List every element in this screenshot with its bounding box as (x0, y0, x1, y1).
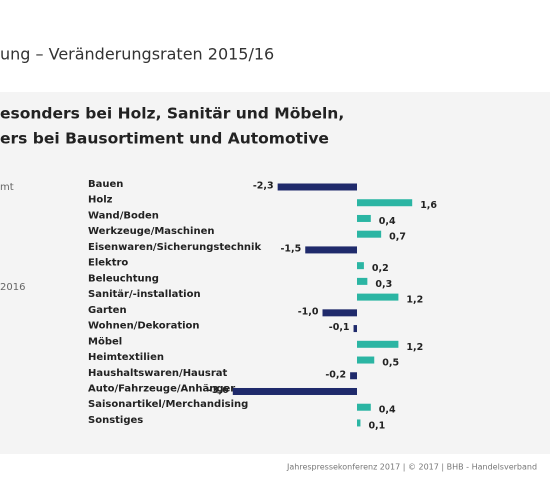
value-label: 1,6 (420, 200, 437, 211)
category-label: Elektro (88, 258, 128, 269)
bar (357, 356, 375, 364)
slide-title: ung – Veränderungsraten 2015/16 (0, 45, 274, 64)
value-label: -1,0 (298, 306, 319, 317)
bar (305, 246, 357, 254)
value-label: 1,2 (406, 295, 423, 306)
category-label: Holz (88, 195, 113, 206)
category-label: Eisenwaren/Sicherungstechnik (88, 242, 261, 253)
category-label: Heimtextilien (88, 352, 164, 363)
value-label: 0,4 (379, 216, 396, 227)
value-label: -0,1 (329, 322, 350, 333)
bar (322, 309, 357, 317)
bar (350, 372, 357, 380)
category-label: Möbel (88, 336, 122, 347)
value-label: 0,2 (372, 263, 389, 274)
category-label: Garten (88, 305, 127, 316)
side-label: mt (0, 182, 14, 193)
value-label: -3,6 (208, 385, 229, 396)
subtitle: esonders bei Holz, Sanitär und Möbeln, (0, 105, 344, 123)
value-label: 0,1 (368, 420, 385, 431)
category-label: Wohnen/Dekoration (88, 321, 200, 332)
category-label: Werkzeuge/Maschinen (88, 226, 215, 237)
value-label: 0,3 (375, 279, 392, 290)
value-label: 0,5 (382, 358, 399, 369)
value-label: 0,7 (389, 232, 406, 243)
value-label: -2,3 (253, 181, 274, 192)
value-label: -1,5 (280, 243, 301, 254)
bar (353, 325, 357, 333)
bar (357, 262, 364, 270)
category-label: Sanitär/-installation (88, 289, 201, 300)
value-label: 1,2 (406, 342, 423, 353)
side-label: 2016 (0, 282, 25, 293)
bar (357, 340, 399, 348)
category-label: Sonstiges (88, 415, 143, 426)
bar (357, 277, 368, 285)
category-label: Auto/Fahrzeuge/Anhänger (88, 383, 235, 394)
footer: Jahrespressekonferenz 2017 | © 2017 | BH… (286, 463, 537, 472)
value-label: -0,2 (325, 369, 346, 380)
bar (357, 403, 371, 411)
category-label: Haushaltswaren/Hausrat (88, 368, 228, 379)
subtitle: ers bei Bausortiment und Automotive (0, 130, 329, 148)
category-label: Bauen (88, 179, 123, 190)
bar (357, 293, 399, 301)
bar (357, 199, 413, 207)
category-label: Beleuchtung (88, 273, 159, 284)
bar (357, 419, 361, 427)
value-label: 0,4 (379, 405, 396, 416)
bar (277, 183, 357, 191)
bar (357, 214, 371, 222)
category-label: Saisonartikel/Merchandising (88, 399, 248, 410)
category-label: Wand/Boden (88, 210, 159, 221)
bar (357, 230, 382, 238)
bar (232, 387, 357, 395)
